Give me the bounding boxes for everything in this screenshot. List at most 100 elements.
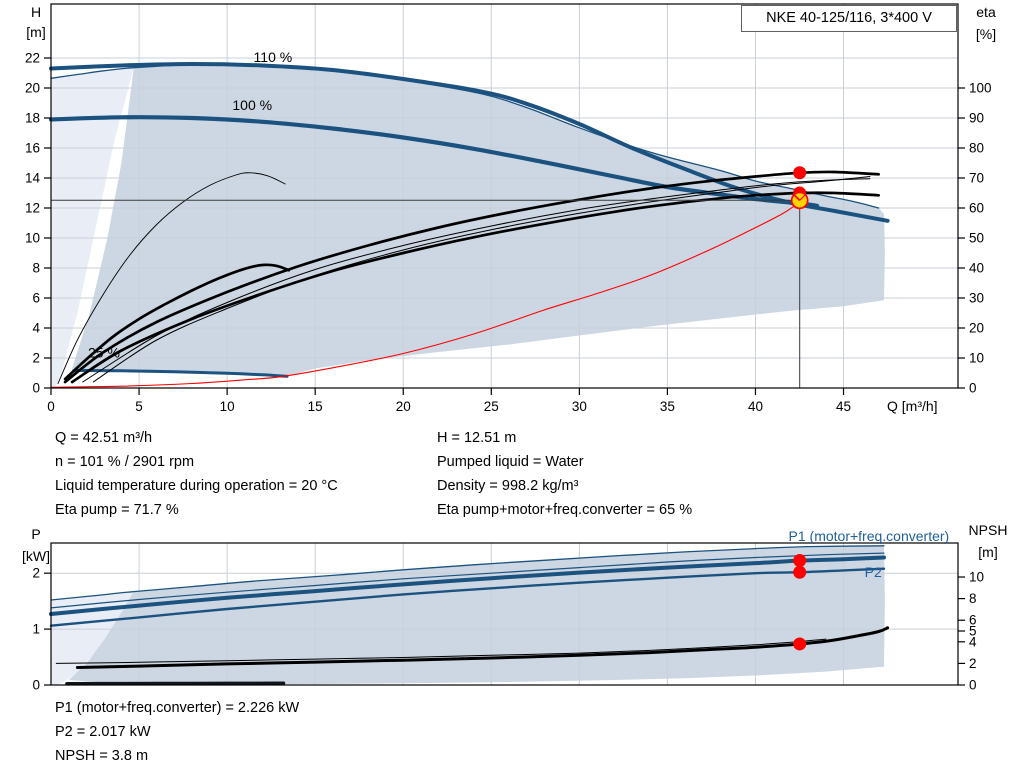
axis-label: 18 [25,111,40,126]
axis-label: 16 [25,141,40,156]
axis-label: 1 [32,622,40,637]
p1-dot [793,554,807,568]
axis-label: 35 [660,399,675,414]
operating-envelope [72,64,885,377]
power-envelope-light-wedge [51,591,134,685]
speed-curve-110pct [49,62,890,223]
axis-label: 22 [25,51,40,66]
speed-curve-25pct [72,368,289,378]
axis-label: 40 [969,261,984,276]
envelope-top-edge [50,63,880,209]
axis-label: 2 [32,351,40,366]
axis-label: 4 [969,634,977,649]
info-line-eta-pump: Eta pump = 71.7 % [55,502,179,518]
axis-label: 0 [32,381,40,396]
axis-label: P [31,526,40,542]
axis-label: [m] [26,24,45,40]
axis-label: 10 [25,231,40,246]
duty-info-left: Q = 42.51 m³/h n = 101 % / 2901 rpm Liqu… [55,426,338,522]
info-line-p1: P1 (motor+freq.converter) = 2.226 kW [55,700,300,716]
axis-label: 0 [969,678,977,693]
eta-curve-thin-a [82,178,871,383]
pump-title-box: NKE 40-125/116, 3*400 V [741,5,957,32]
info-line-p2: P2 = 2.017 kW [55,724,151,740]
axis-label: 70 [969,171,984,186]
axis-label: 30 [572,399,587,414]
axis-label: 8 [969,591,977,606]
axis-label: 45 [836,399,851,414]
info-line-q: Q = 42.51 m³/h [55,430,153,446]
axis-label: 25 [484,399,499,414]
axis-label: 20 [25,81,40,96]
axis-label: 4 [32,321,40,336]
axis-label: [m] [978,544,997,560]
eta-curve-small-thin [57,172,286,384]
chart-frame [50,3,959,389]
axis-label: NPSH [969,522,1008,538]
axis-label: 6 [32,291,40,306]
axis-label: 10 [220,399,235,414]
axis-label: 2 [32,566,40,581]
p2-dot [793,565,807,579]
axis-label: 40 [748,399,763,414]
chart-frame [50,542,959,686]
axis-label: P1 (motor+freq.converter) [789,528,950,544]
info-line-temperature: Liquid temperature during operation = 20… [55,478,338,494]
info-line-npsh: NPSH = 3.8 m [55,748,149,764]
power-envelope-top-edge [50,545,885,601]
info-line-liquid: Pumped liquid = Water [437,454,584,470]
axis-label: 20 [969,321,984,336]
axis-label: 10 [969,570,984,585]
eta-pump-dot [793,166,807,180]
power-info-block: P1 (motor+freq.converter) = 2.226 kW P2 … [55,696,299,768]
power-npsh-chart: 0 1 2 0 2 456 8 10 P [kW] NPSH [m] P1 (motor+freq.co… [22,522,1007,693]
head-chart: 0246810121416182022010203040506070809010… [25,3,996,414]
system-speed-path [50,201,801,388]
axis-label: 0 [32,678,40,693]
axis-label: 110 % [254,49,293,65]
operating-point-marker [790,191,809,210]
eta-curve-thin-b [92,176,871,383]
speed-curve-100pct [48,115,820,208]
axis-label: eta [976,4,996,20]
axis-label: 14 [25,171,41,186]
axis-label: P2 [865,564,882,580]
axis-label: H [31,4,41,20]
info-line-eta-total: Eta pump+motor+freq.converter = 65 % [437,502,693,518]
axis-label: 30 [969,291,984,306]
axis-label: 2 [969,656,977,671]
axis-label: [kW] [22,548,50,564]
eta-curve-small-thick [63,263,291,381]
axis-label: 8 [32,261,40,276]
eta-pump-curve [63,170,881,384]
axis-label: 10 [969,351,984,366]
p1-upper-thin [50,552,885,609]
info-line-head: H = 12.51 m [437,430,517,446]
axis-label: 60 [969,201,984,216]
axis-label: 12 [25,201,40,216]
axis-label: 0 [969,381,977,396]
npsh-dot [793,637,807,651]
axis-label: 100 [969,81,992,96]
axis-label: 90 [969,111,984,126]
axis-label: 100 % [232,97,272,113]
axis-label: 0 [47,399,55,414]
duty-info-right: H = 12.51 m Pumped liquid = Water Densit… [437,426,692,522]
info-line-speed: n = 101 % / 2901 rpm [55,454,195,470]
axis-label: 25 % [88,345,120,361]
npsh-curve [75,626,890,669]
axis-label: 5 [135,399,143,414]
info-line-density: Density = 998.2 kg/m³ [437,478,579,494]
npsh-thin-curve [55,638,827,664]
axis-label: 15 [308,399,323,414]
axis-label: 5 [969,624,977,639]
axis-label: 20 [396,399,411,414]
axis-label: [%] [976,26,996,42]
axis-label: 80 [969,141,984,156]
eta-total-curve [70,191,881,384]
axis-label: 50 [969,231,984,246]
axis-label: 6 [969,613,977,628]
axis-label: Q [m³/h] [887,398,938,414]
